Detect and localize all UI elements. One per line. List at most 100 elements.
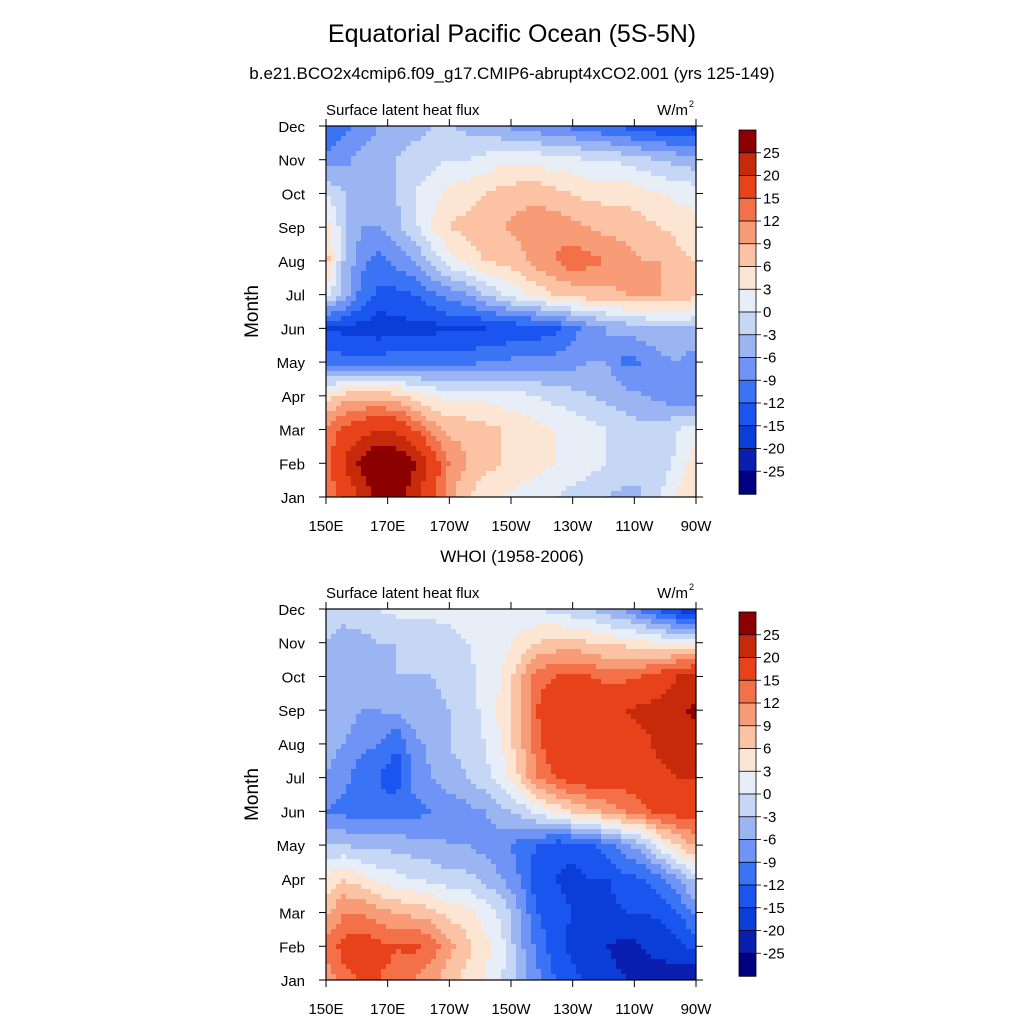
heatmap-cell [666, 176, 672, 182]
heatmap-cell [646, 456, 652, 462]
heatmap-cell [481, 251, 487, 257]
heatmap-cell [661, 446, 667, 452]
heatmap-cell [406, 381, 412, 387]
heatmap-cell [631, 441, 637, 447]
heatmap-cell [361, 306, 367, 312]
heatmap-cell [446, 146, 452, 152]
heatmap-cell [416, 136, 422, 142]
heatmap-cell [586, 341, 592, 347]
heatmap-cell [631, 376, 637, 382]
heatmap-cell [541, 426, 547, 432]
heatmap-cell [686, 391, 692, 397]
heatmap-cell [351, 141, 357, 147]
heatmap-cell [671, 361, 677, 367]
heatmap-cell [531, 346, 537, 352]
heatmap-cell [536, 346, 542, 352]
heatmap-cell [471, 201, 477, 207]
heatmap-cell [481, 161, 487, 167]
heatmap-cell [341, 306, 347, 312]
heatmap-cell [536, 271, 542, 277]
heatmap-cell [556, 411, 562, 417]
heatmap-cell [326, 126, 332, 132]
heatmap-cell [466, 171, 472, 177]
heatmap-cell [616, 256, 622, 262]
heatmap-cell [511, 346, 517, 352]
heatmap-cell [576, 311, 582, 317]
heatmap-cell [376, 291, 382, 297]
heatmap-cell [386, 316, 392, 322]
heatmap-cell [621, 441, 627, 447]
heatmap-cell [571, 356, 577, 362]
heatmap-cell [446, 356, 452, 362]
heatmap-cell [661, 161, 667, 167]
heatmap-cell [591, 406, 597, 412]
heatmap-cell [481, 256, 487, 262]
heatmap-cell [611, 131, 617, 137]
heatmap-cell [541, 431, 547, 437]
heatmap-cell [546, 181, 552, 187]
heatmap-cell [486, 336, 492, 342]
heatmap-cell [586, 381, 592, 387]
heatmap-cell [616, 236, 622, 242]
heatmap-cell [646, 246, 652, 252]
heatmap-cell [336, 306, 342, 312]
heatmap-cell [686, 131, 692, 137]
heatmap-cell [556, 131, 562, 137]
heatmap-cell [346, 456, 352, 462]
heatmap-cell [476, 456, 482, 462]
heatmap-cell [336, 356, 342, 362]
heatmap-cell [441, 426, 447, 432]
heatmap-cell [401, 396, 407, 402]
heatmap-cell [476, 446, 482, 452]
heatmap-cell [681, 301, 687, 307]
heatmap-cell [396, 461, 402, 467]
heatmap-cell [381, 236, 387, 242]
heatmap-cell [386, 146, 392, 152]
heatmap-cell [501, 291, 507, 297]
heatmap-cell [421, 141, 427, 147]
heatmap-cell [646, 361, 652, 367]
heatmap-cell [326, 396, 332, 402]
heatmap-cell [376, 391, 382, 397]
heatmap-cell [536, 176, 542, 182]
heatmap-cell [476, 411, 482, 417]
heatmap-cell [566, 336, 572, 342]
heatmap-cell [636, 166, 642, 172]
heatmap-cell [591, 401, 597, 407]
heatmap-cell [466, 316, 472, 322]
heatmap-cell [681, 146, 687, 152]
heatmap-cell [496, 196, 502, 202]
heatmap-cell [396, 286, 402, 292]
heatmap-cell [516, 271, 522, 277]
heatmap-cell [456, 216, 462, 222]
heatmap-cell [481, 246, 487, 252]
heatmap-cell [501, 266, 507, 272]
heatmap-cell [521, 316, 527, 322]
heatmap-cell [501, 241, 507, 247]
heatmap-cell [476, 176, 482, 182]
heatmap-cell [566, 181, 572, 187]
heatmap-cell [511, 211, 517, 217]
heatmap-cell [661, 321, 667, 327]
heatmap-cell [661, 316, 667, 322]
heatmap-cell [381, 331, 387, 337]
heatmap-cell [331, 386, 337, 392]
heatmap-cell [666, 316, 672, 322]
heatmap-cell [681, 376, 687, 382]
heatmap-cell [531, 156, 537, 162]
heatmap-cell [496, 186, 502, 192]
heatmap-cell [356, 461, 362, 467]
heatmap-cell [601, 306, 607, 312]
heatmap-cell [586, 421, 592, 427]
heatmap-cell [521, 266, 527, 272]
heatmap-cell [371, 141, 377, 147]
heatmap-cell [436, 176, 442, 182]
heatmap-cell [661, 126, 667, 132]
heatmap-cell [376, 321, 382, 327]
heatmap-cell [426, 226, 432, 232]
heatmap-cell [631, 226, 637, 232]
heatmap-cell [591, 281, 597, 287]
heatmap-cell [621, 156, 627, 162]
heatmap-cell [416, 161, 422, 167]
heatmap-cell [346, 311, 352, 317]
